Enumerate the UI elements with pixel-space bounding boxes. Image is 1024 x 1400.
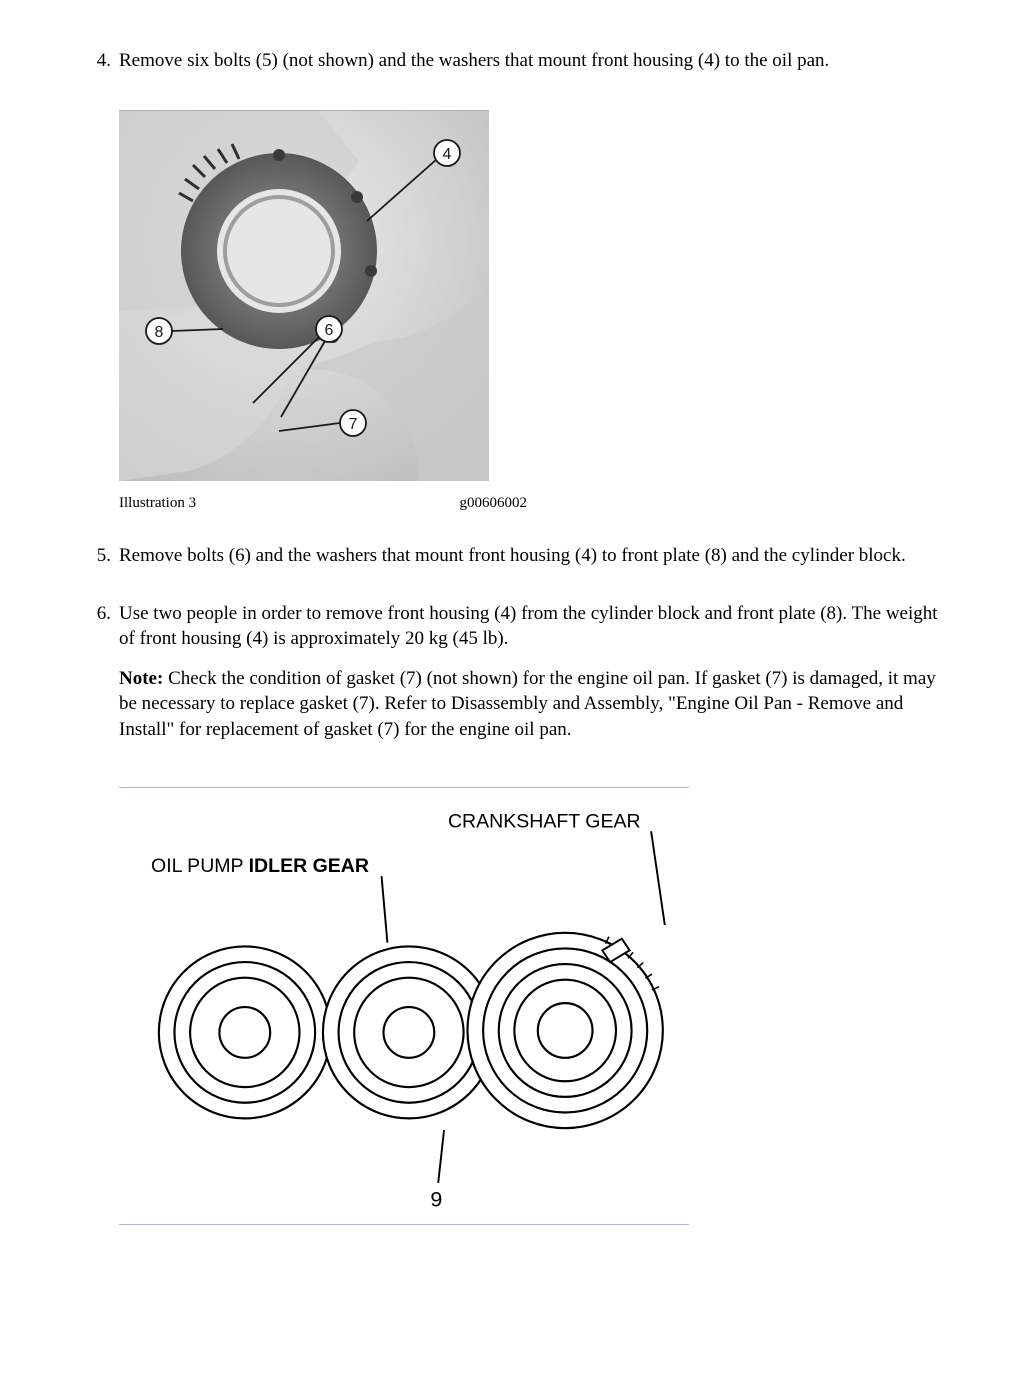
- gear-diagram-block: CRANKSHAFT GEAR OIL PUMP IDLER GEAR 9: [119, 787, 689, 1225]
- step-6-body: Use two people in order to remove front …: [119, 601, 939, 757]
- step-6-note-label: Note:: [119, 668, 163, 689]
- gear-diagram-top-rule: [119, 787, 689, 788]
- illustration-3-caption: Illustration 3 g00606002: [119, 493, 527, 513]
- callout-6-text: 6: [325, 322, 334, 339]
- step-5-body: Remove bolts (6) and the washers that mo…: [119, 543, 939, 583]
- step-4: 4. Remove six bolts (5) (not shown) and …: [85, 48, 939, 88]
- step-6: 6. Use two people in order to remove fro…: [85, 601, 939, 757]
- step-5-number: 5.: [85, 543, 111, 583]
- step-5: 5. Remove bolts (6) and the washers that…: [85, 543, 939, 583]
- illustration-3-caption-left: Illustration 3: [119, 493, 196, 513]
- step-6-number: 6.: [85, 601, 111, 757]
- step-4-text: Remove six bolts (5) (not shown) and the…: [119, 48, 939, 74]
- oil-pump-idler-gear-label: OIL PUMP IDLER GEAR: [151, 855, 369, 877]
- step-5-text: Remove bolts (6) and the washers that mo…: [119, 543, 939, 569]
- step-6-note: Note: Check the condition of gasket (7) …: [119, 666, 939, 743]
- step-4-body: Remove six bolts (5) (not shown) and the…: [119, 48, 939, 88]
- illustration-3-image: 4 8 6 7: [119, 111, 489, 481]
- illustration-3-photo-wrap: 4 8 6 7: [119, 110, 489, 481]
- callout-7-text: 7: [349, 416, 358, 433]
- step-6-text-a: Use two people in order to remove front …: [119, 601, 939, 652]
- step-4-number: 4.: [85, 48, 111, 88]
- illustration-3-block: 4 8 6 7 Illustration 3 g00606002: [119, 110, 939, 513]
- callout-8-text: 8: [155, 324, 164, 341]
- gear-diagram-image: CRANKSHAFT GEAR OIL PUMP IDLER GEAR 9: [124, 798, 684, 1218]
- step-6-note-text: Check the condition of gasket (7) (not s…: [119, 668, 936, 740]
- gear-diagram-bottom-rule: [119, 1224, 689, 1225]
- callout-9-label: 9: [430, 1187, 442, 1211]
- callout-4-text: 4: [443, 146, 452, 163]
- illustration-3-caption-right: g00606002: [460, 493, 528, 513]
- crankshaft-gear-label: CRANKSHAFT GEAR: [448, 810, 641, 832]
